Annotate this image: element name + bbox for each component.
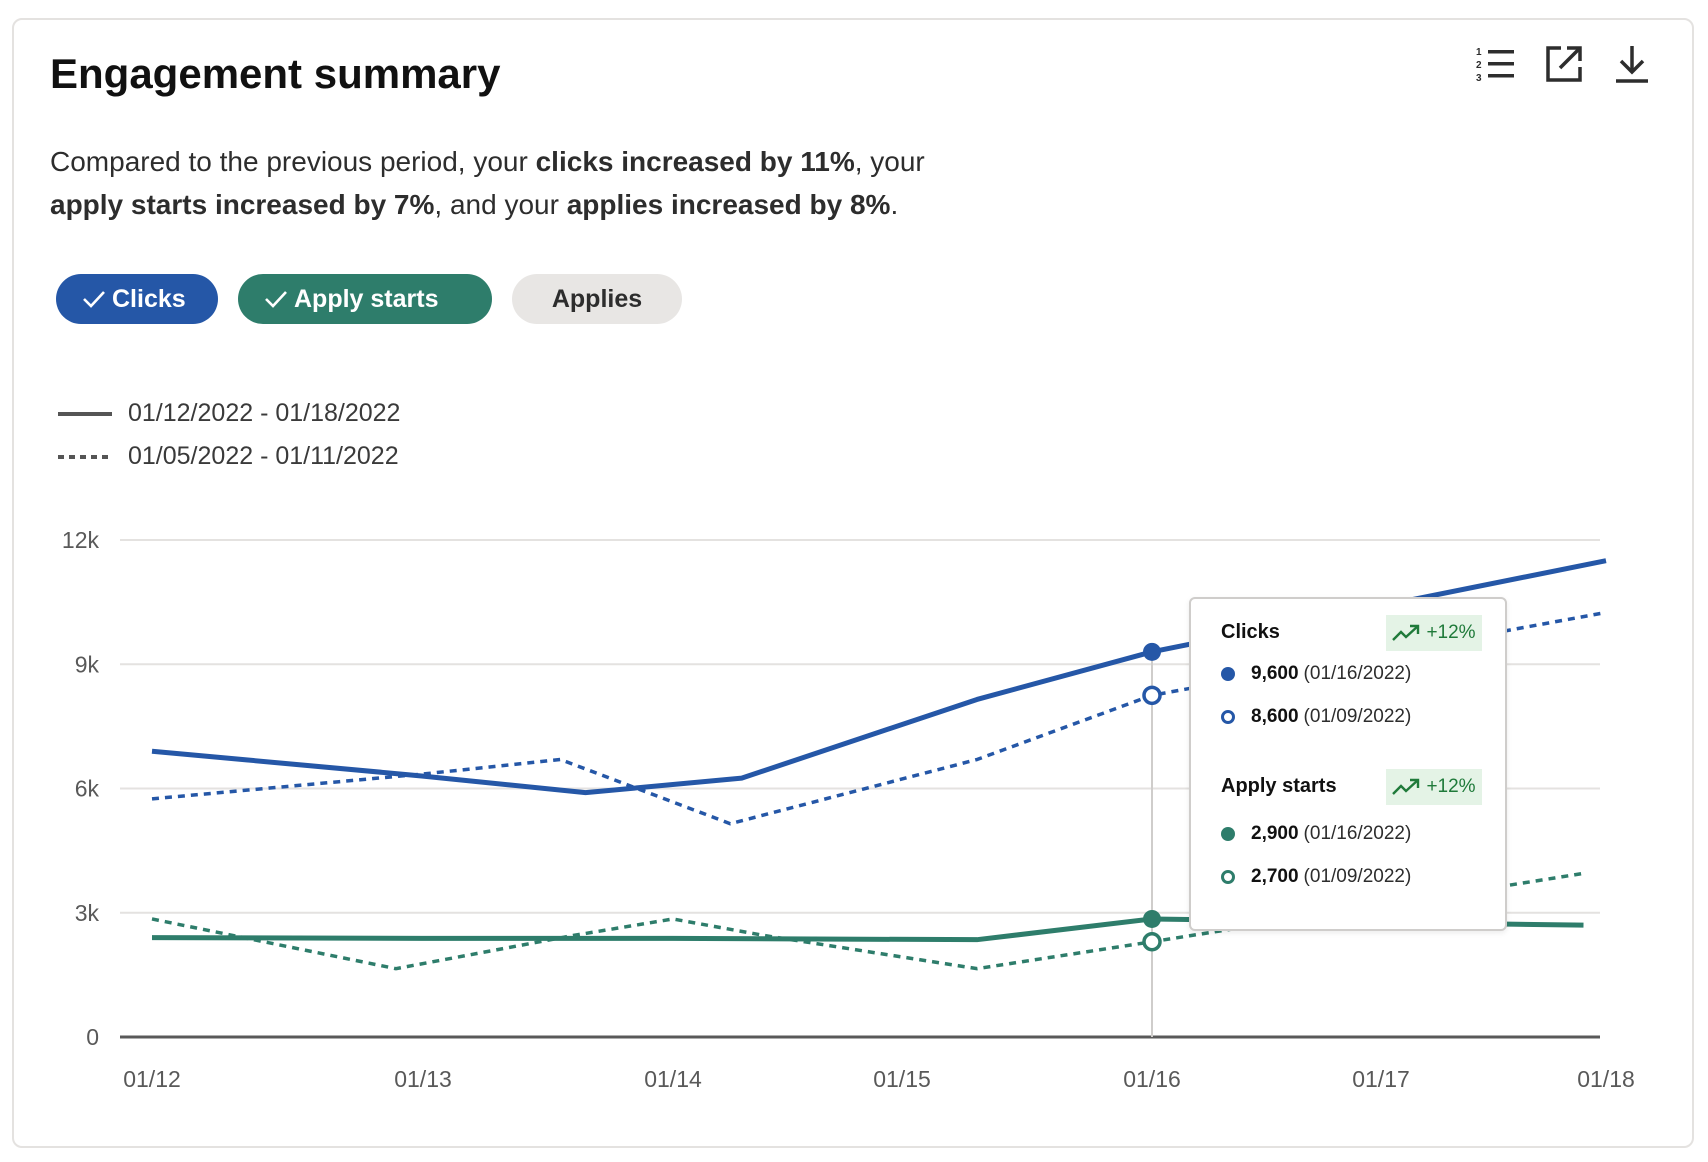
legend-current-period: 01/12/2022 - 01/18/2022	[58, 392, 400, 435]
svg-text:3: 3	[1476, 73, 1482, 84]
x-tick-label: 01/18	[1577, 1066, 1635, 1092]
hollow-dot-icon	[1221, 710, 1235, 724]
trending-up-icon	[1392, 624, 1420, 641]
svg-text:1: 1	[1476, 47, 1482, 58]
card-toolbar: 1 2 3	[1472, 40, 1656, 88]
hover-tooltip: Clicks +12% 9,600 (01/16/2022) 8,600 (01…	[1189, 597, 1507, 931]
tooltip-date: (01/09/2022)	[1303, 866, 1412, 887]
tooltip-value: 9,600	[1251, 663, 1299, 684]
apply-starts-current-marker	[1143, 909, 1161, 928]
download-icon[interactable]	[1608, 40, 1656, 88]
y-tick-label: 6k	[75, 776, 100, 802]
tooltip-value: 2,700	[1251, 866, 1299, 887]
clicks-current-marker	[1143, 642, 1161, 661]
tooltip-date: (01/16/2022)	[1303, 823, 1412, 844]
tooltip-value: 8,600	[1251, 706, 1299, 727]
x-tick-label: 01/14	[644, 1066, 702, 1092]
trending-up-icon	[1392, 778, 1420, 795]
applies-filter-chip[interactable]: Applies	[512, 274, 682, 324]
apply-starts-change: apply starts increased by 7%	[50, 189, 435, 220]
tooltip-apply-starts-change: +12%	[1426, 776, 1476, 797]
numbered-list-icon[interactable]: 1 2 3	[1472, 40, 1520, 88]
period-legend: 01/12/2022 - 01/18/2022 01/05/2022 - 01/…	[58, 392, 400, 478]
y-tick-label: 0	[86, 1024, 99, 1050]
chip-label: Clicks	[112, 284, 186, 313]
tooltip-clicks-title: Clicks	[1221, 621, 1280, 643]
clicks-filter-chip[interactable]: Clicks	[56, 274, 218, 324]
x-tick-label: 01/15	[873, 1066, 931, 1092]
y-tick-label: 3k	[75, 900, 100, 926]
y-tick-label: 9k	[75, 651, 100, 677]
summary-part: , your	[854, 146, 925, 177]
y-tick-label: 12k	[62, 527, 100, 553]
legend-current-label: 01/12/2022 - 01/18/2022	[128, 399, 401, 427]
chip-label: Apply starts	[294, 284, 439, 313]
apply-starts-previous-marker	[1142, 931, 1162, 952]
tooltip-date: (01/16/2022)	[1303, 663, 1412, 684]
metric-filter-chips: Clicks Apply starts Applies	[56, 274, 682, 324]
svg-text:2: 2	[1476, 60, 1482, 71]
apply-starts-filter-chip[interactable]: Apply starts	[238, 274, 492, 324]
check-icon	[265, 291, 287, 308]
clicks-change: clicks increased by 11%	[535, 146, 855, 177]
tooltip-apply-starts-change-badge: +12%	[1386, 769, 1482, 805]
tooltip-clicks-previous: 8,600 (01/09/2022)	[1221, 706, 1411, 728]
summary-part: .	[890, 189, 899, 220]
summary-text: Compared to the previous period, your cl…	[50, 140, 1050, 226]
open-external-icon[interactable]	[1540, 40, 1588, 88]
filled-dot-icon	[1221, 667, 1235, 681]
x-tick-label: 01/13	[394, 1066, 452, 1092]
chip-label: Applies	[551, 284, 643, 313]
tooltip-apply-starts-previous: 2,700 (01/09/2022)	[1221, 866, 1411, 888]
tooltip-value: 2,900	[1251, 823, 1299, 844]
legend-previous-period: 01/05/2022 - 01/11/2022	[58, 435, 400, 478]
tooltip-clicks-change: +12%	[1426, 622, 1476, 643]
tooltip-apply-starts-current: 2,900 (01/16/2022)	[1221, 823, 1411, 845]
x-tick-label: 01/17	[1352, 1066, 1410, 1092]
hollow-dot-icon	[1221, 870, 1235, 884]
summary-part: , and your	[434, 189, 567, 220]
summary-part: Compared to the previous period, your	[50, 146, 536, 177]
apply-starts-previous-line	[151, 871, 1584, 971]
engagement-summary-card	[12, 18, 1694, 1148]
tooltip-date: (01/09/2022)	[1303, 706, 1412, 727]
x-tick-label: 01/12	[123, 1066, 181, 1092]
tooltip-clicks-current: 9,600 (01/16/2022)	[1221, 663, 1411, 685]
clicks-previous-marker	[1142, 685, 1162, 706]
card-title: Engagement summary	[50, 50, 501, 97]
filled-dot-icon	[1221, 827, 1235, 841]
applies-change: applies increased by 8%	[566, 189, 891, 220]
tooltip-apply-starts-title: Apply starts	[1221, 775, 1337, 797]
tooltip-clicks-change-badge: +12%	[1386, 615, 1482, 651]
check-icon	[83, 291, 105, 308]
legend-previous-label: 01/05/2022 - 01/11/2022	[128, 442, 399, 470]
x-tick-label: 01/16	[1123, 1066, 1181, 1092]
